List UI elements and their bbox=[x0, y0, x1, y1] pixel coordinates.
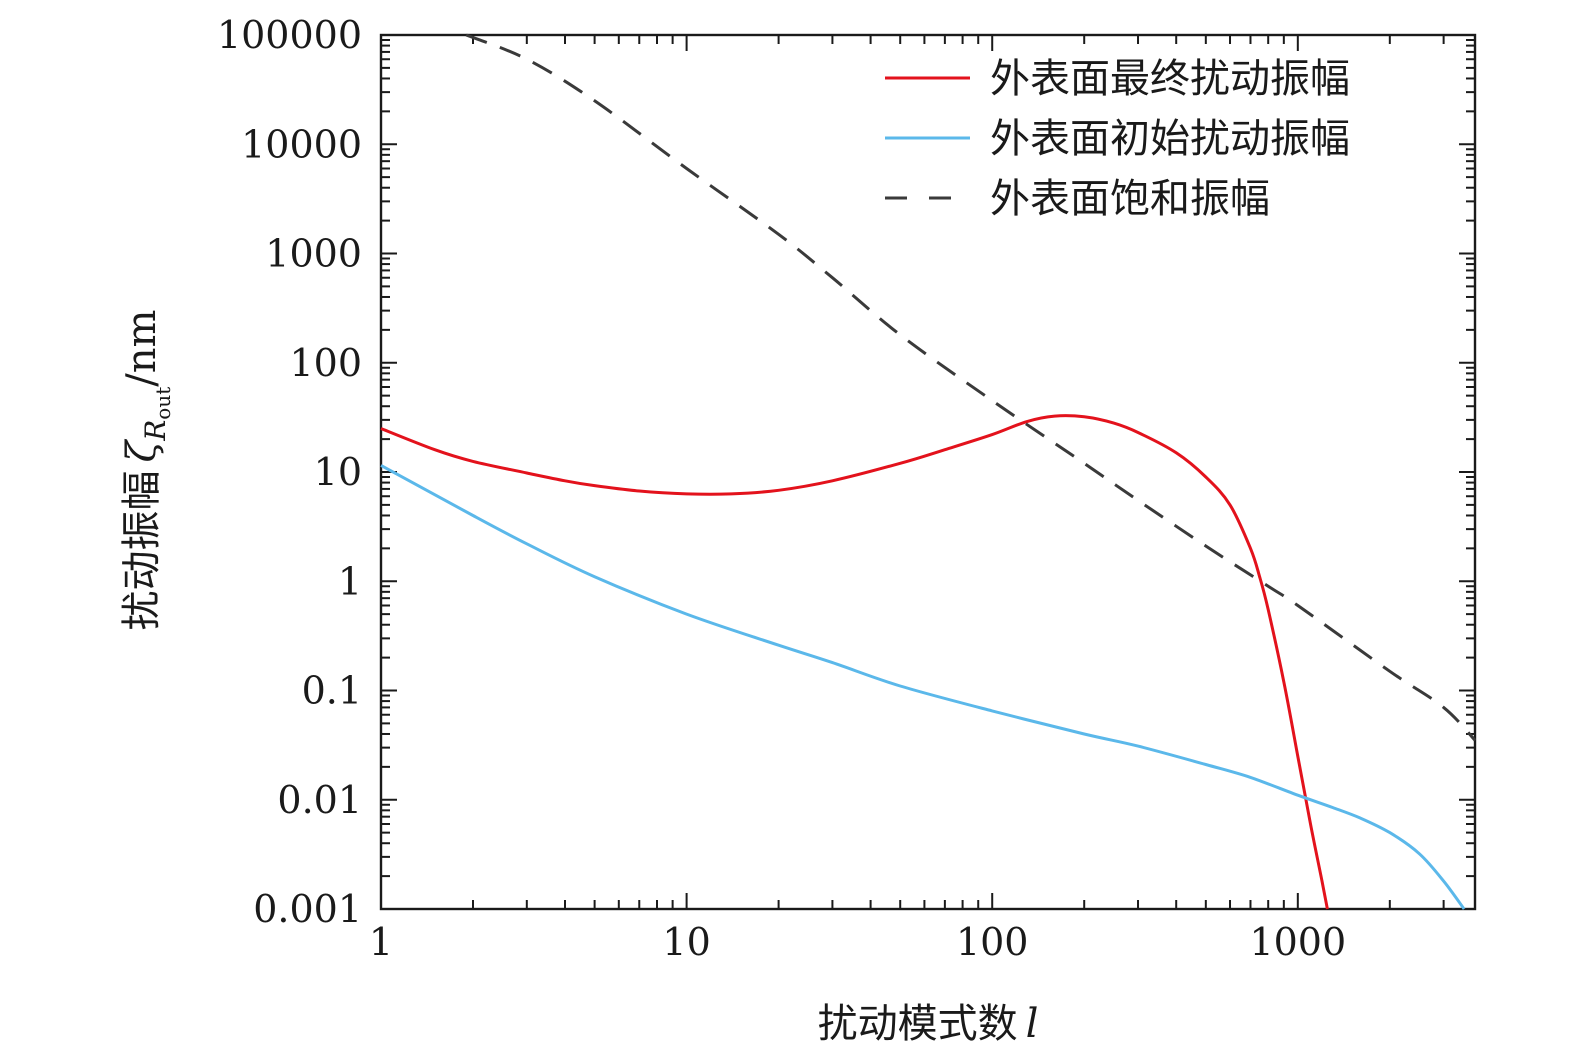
y-tick-label: 100 bbox=[289, 341, 362, 385]
legend-label: 外表面最终扰动振幅 bbox=[990, 56, 1350, 102]
x-tick-label: 100 bbox=[956, 920, 1029, 964]
y-axis-title-subsubscript: out bbox=[151, 387, 175, 420]
svg-text:扰动振幅ζRout/nm: 扰动振幅 ζRout/nm bbox=[119, 310, 175, 631]
y-tick-label: 0.001 bbox=[253, 887, 362, 931]
y-axis-title-subscript: R bbox=[139, 420, 172, 442]
y-tick-label: 10000 bbox=[241, 122, 362, 166]
legend-label: 外表面饱和振幅 bbox=[990, 176, 1270, 222]
legend-label: 外表面初始扰动振幅 bbox=[990, 116, 1350, 162]
x-tick-label: 1000 bbox=[1249, 920, 1346, 964]
series-line bbox=[380, 464, 1466, 910]
y-tick-label: 0.1 bbox=[302, 669, 362, 713]
series-layer bbox=[380, 33, 1477, 910]
y-axis-title-text: 扰动振幅 bbox=[119, 470, 165, 630]
x-axis-title-symbol: l bbox=[1026, 1001, 1039, 1047]
y-tick-label: 1000 bbox=[265, 232, 362, 276]
plot-frame bbox=[379, 33, 1477, 911]
x-axis-title: 扰动模式数 l bbox=[818, 1001, 1039, 1047]
tick-labels: 1 10 100 1000 100000 10000 1000 100 10 1 0.1 0.01 0.… bbox=[217, 13, 1346, 964]
y-tick-label: 10 bbox=[314, 450, 362, 494]
y-axis-title: 扰动振幅 ζRout/nm bbox=[119, 310, 175, 631]
y-tick-label: 0.01 bbox=[277, 778, 362, 822]
series-line bbox=[380, 414, 1329, 910]
y-axis-title-symbol: ζ bbox=[119, 438, 165, 462]
x-tick-label: 1 bbox=[369, 920, 393, 964]
x-axis-title-text: 扰动模式数 bbox=[818, 1001, 1018, 1047]
x-tick-label: 10 bbox=[662, 920, 710, 964]
ticks bbox=[380, 34, 1475, 910]
series-line bbox=[465, 33, 1477, 742]
y-axis-title-unit: /nm bbox=[119, 310, 165, 387]
y-tick-label: 100000 bbox=[217, 13, 362, 57]
y-tick-label: 1 bbox=[338, 559, 362, 603]
